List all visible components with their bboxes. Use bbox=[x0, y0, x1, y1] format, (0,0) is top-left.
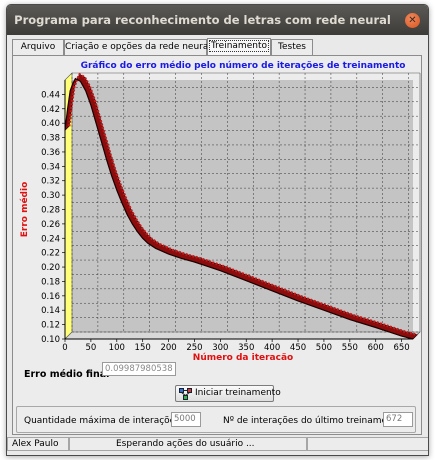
y-tick-label: 0.42 bbox=[41, 105, 60, 115]
y-tick-label: 0.18 bbox=[41, 277, 60, 287]
tab-testes-label: Testes bbox=[278, 42, 306, 52]
error-chart: 0.10 0.12 0.14 0.16 0.18 0.20 0.22 0.24 0.26 0.28… bbox=[19, 60, 421, 360]
tab-criacao-label: Criação e opções da rede neural bbox=[65, 42, 211, 52]
status-user: Alex Paulo bbox=[7, 437, 69, 451]
x-tick-label: 0 bbox=[62, 343, 67, 353]
network-icon bbox=[179, 388, 192, 400]
x-axis-label: Número da iteração bbox=[193, 353, 293, 360]
y-axis-label: Erro médio bbox=[19, 182, 30, 238]
y-tick-label: 0.38 bbox=[41, 134, 60, 144]
y-tick-label: 0.28 bbox=[41, 206, 60, 216]
status-message: Esperando ações do usuário ... bbox=[69, 437, 307, 451]
y-tick-label: 0.36 bbox=[41, 148, 60, 158]
tab-arquivo[interactable]: Arquivo bbox=[12, 39, 64, 55]
y-tick-label: 0.24 bbox=[41, 234, 60, 244]
y-tick-label: 0.30 bbox=[41, 191, 60, 201]
tab-criacao[interactable]: Criação e opções da rede neural bbox=[64, 39, 211, 55]
tab-treinamento-label: Treinamento bbox=[209, 40, 269, 52]
y-tick-label: 0.26 bbox=[41, 220, 60, 230]
x-tick-label: 250 bbox=[186, 343, 202, 353]
x-tick-label: 400 bbox=[264, 343, 280, 353]
max-iterations-input[interactable]: 5000 bbox=[171, 412, 201, 427]
x-tick-label: 450 bbox=[290, 343, 306, 353]
start-training-button[interactable]: Iniciar treinamento bbox=[175, 385, 281, 402]
plot-background bbox=[65, 80, 413, 339]
status-empty bbox=[307, 437, 428, 451]
y-tick-label: 0.40 bbox=[41, 119, 60, 129]
training-panel: 0.10 0.12 0.14 0.16 0.18 0.20 0.22 0.24 0.26 0.28… bbox=[12, 55, 422, 435]
max-iterations-label: Quantidade máxima de interações bbox=[24, 416, 180, 426]
iterations-group: Quantidade máxima de interações 5000 Nº … bbox=[16, 406, 416, 433]
final-error-field[interactable]: 0.09987980538 bbox=[102, 362, 176, 376]
y-tick-label: 0.16 bbox=[41, 292, 60, 302]
floor bbox=[64, 331, 421, 340]
x-tick-label: 600 bbox=[368, 343, 384, 353]
y-tick-label: 0.32 bbox=[41, 177, 60, 187]
y-tick-label: 0.22 bbox=[41, 249, 60, 259]
y-tick-label: 0.12 bbox=[41, 321, 60, 331]
x-tick-label: 350 bbox=[238, 343, 254, 353]
tab-treinamento[interactable]: Treinamento bbox=[207, 38, 271, 55]
last-iterations-field[interactable]: 672 bbox=[383, 412, 413, 427]
app-window: Programa para reconhecimento de letras c… bbox=[6, 4, 429, 456]
y-tick-label: 0.14 bbox=[41, 306, 60, 316]
y-tick-label: 0.34 bbox=[41, 162, 60, 172]
x-tick-label: 300 bbox=[212, 343, 228, 353]
last-iterations-label: Nº de interações do último treinamento bbox=[223, 416, 402, 426]
window-title: Programa para reconhecimento de letras c… bbox=[14, 13, 391, 27]
series-edge bbox=[64, 77, 414, 340]
x-tick-label: 550 bbox=[342, 343, 358, 353]
y-tick-label: 0.20 bbox=[41, 263, 60, 273]
x-tick-label: 50 bbox=[85, 343, 96, 353]
title-bar[interactable]: Programa para reconhecimento de letras c… bbox=[7, 5, 428, 35]
y-tick-label: 0.10 bbox=[41, 335, 60, 345]
tab-arquivo-label: Arquivo bbox=[20, 42, 56, 52]
y-tick-label: 0.44 bbox=[41, 90, 60, 100]
start-training-label: Iniciar treinamento bbox=[195, 388, 281, 398]
tab-testes[interactable]: Testes bbox=[271, 39, 313, 55]
x-tick-label: 100 bbox=[109, 343, 125, 353]
chart-title: Gráfico do erro médio pelo número de ite… bbox=[81, 60, 406, 71]
final-error-label: Erro médio final bbox=[24, 369, 110, 380]
x-tick-label: 650 bbox=[393, 343, 409, 353]
close-icon[interactable]: ✕ bbox=[405, 13, 420, 28]
x-tick-label: 500 bbox=[316, 343, 332, 353]
series-line bbox=[68, 72, 418, 336]
x-tick-label: 200 bbox=[160, 343, 176, 353]
x-tick-label: 150 bbox=[135, 343, 151, 353]
status-bar: Alex Paulo Esperando ações do usuário ..… bbox=[7, 437, 428, 451]
